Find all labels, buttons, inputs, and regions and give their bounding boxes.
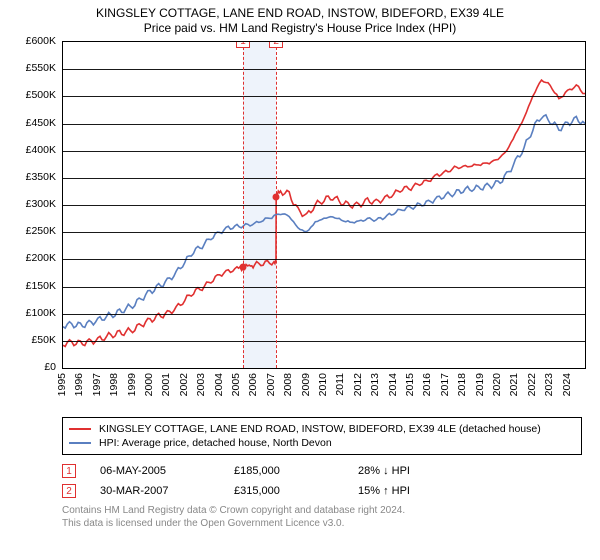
x-tick-label: 2016 [421, 373, 433, 396]
y-tick-label: £0 [44, 361, 56, 373]
x-tick-label: 2021 [508, 373, 520, 396]
event-date: 06-MAY-2005 [100, 465, 210, 477]
event-price: £315,000 [234, 485, 334, 497]
x-tick-label: 2006 [247, 373, 259, 396]
event-row: 2 30-MAR-2007 £315,000 15% ↑ HPI [62, 481, 582, 501]
x-tick-label: 2017 [439, 373, 451, 396]
x-tick-label: 2012 [352, 373, 364, 396]
y-tick-label: £400K [26, 144, 56, 156]
x-tick-label: 2013 [369, 373, 381, 396]
legend-label: KINGSLEY COTTAGE, LANE END ROAD, INSTOW,… [99, 423, 541, 435]
event-row: 1 06-MAY-2005 £185,000 28% ↓ HPI [62, 461, 582, 481]
event-table: 1 06-MAY-2005 £185,000 28% ↓ HPI 2 30-MAR-200… [62, 461, 582, 501]
x-tick-label: 2002 [178, 373, 190, 396]
y-tick-label: £200K [26, 252, 56, 264]
y-tick-label: £450K [26, 117, 56, 129]
x-tick-label: 2007 [265, 373, 277, 396]
legend-row: HPI: Average price, detached house, Nort… [69, 436, 575, 450]
legend-label: HPI: Average price, detached house, Nort… [99, 437, 332, 449]
event-rel: 15% ↑ HPI [358, 485, 498, 497]
x-tick-label: 2019 [474, 373, 486, 396]
credit: Contains HM Land Registry data © Crown c… [62, 505, 582, 530]
event-rel: 28% ↓ HPI [358, 465, 498, 477]
x-tick-label: 1995 [56, 373, 68, 396]
y-tick-label: £100K [26, 307, 56, 319]
y-axis: £0£50K£100K£150K£200K£250K£300K£350K£400… [8, 41, 60, 369]
x-tick-label: 1998 [108, 373, 120, 396]
x-tick-label: 1996 [73, 373, 85, 396]
x-tick-label: 2005 [230, 373, 242, 396]
x-tick-label: 2009 [300, 373, 312, 396]
plot-area: 12 [62, 41, 586, 369]
credit-line-2: This data is licensed under the Open Gov… [62, 518, 582, 531]
x-tick-label: 2001 [160, 373, 172, 396]
series-hpi [63, 115, 585, 328]
y-tick-label: £50K [31, 334, 56, 346]
x-tick-label: 2022 [526, 373, 538, 396]
chart: £0 £50K £100K £150K £200K £250K £300K £350K £400… [8, 39, 592, 411]
event-price: £185,000 [234, 465, 334, 477]
event-tag: 1 [62, 464, 76, 478]
series-property [63, 80, 585, 346]
x-tick-label: 2000 [143, 373, 155, 396]
legend: KINGSLEY COTTAGE, LANE END ROAD, INSTOW,… [62, 417, 582, 455]
y-tick-label: £500K [26, 89, 56, 101]
x-tick-label: 2020 [491, 373, 503, 396]
legend-swatch [69, 428, 91, 430]
x-tick-label: 2018 [456, 373, 468, 396]
chart-title-2: Price paid vs. HM Land Registry's House … [8, 21, 592, 35]
event-marker: 1 [236, 41, 250, 48]
event-date: 30-MAR-2007 [100, 485, 210, 497]
event-tag: 2 [62, 484, 76, 498]
x-tick-label: 2008 [282, 373, 294, 396]
x-tick-label: 2014 [387, 373, 399, 396]
y-tick-label: £350K [26, 171, 56, 183]
x-tick-label: 2015 [404, 373, 416, 396]
x-tick-label: 2003 [195, 373, 207, 396]
y-tick-label: £550K [26, 62, 56, 74]
x-axis: 1995199619971998199920002001200220032004… [62, 371, 586, 411]
x-tick-label: 1999 [126, 373, 138, 396]
chart-title-1: KINGSLEY COTTAGE, LANE END ROAD, INSTOW,… [8, 6, 592, 20]
x-tick-label: 1997 [91, 373, 103, 396]
x-tick-label: 2023 [543, 373, 555, 396]
x-tick-label: 2010 [317, 373, 329, 396]
y-tick-label: £150K [26, 280, 56, 292]
sale-point [240, 264, 247, 271]
legend-row: KINGSLEY COTTAGE, LANE END ROAD, INSTOW,… [69, 422, 575, 436]
y-tick-label: £250K [26, 225, 56, 237]
x-tick-label: 2024 [561, 373, 573, 396]
y-tick-label: £600K [26, 35, 56, 47]
event-marker: 2 [269, 41, 283, 48]
credit-line-1: Contains HM Land Registry data © Crown c… [62, 505, 582, 518]
x-tick-label: 2011 [334, 373, 346, 396]
legend-swatch [69, 442, 91, 444]
x-tick-label: 2004 [213, 373, 225, 396]
sale-point [273, 193, 280, 200]
y-tick-label: £300K [26, 198, 56, 210]
